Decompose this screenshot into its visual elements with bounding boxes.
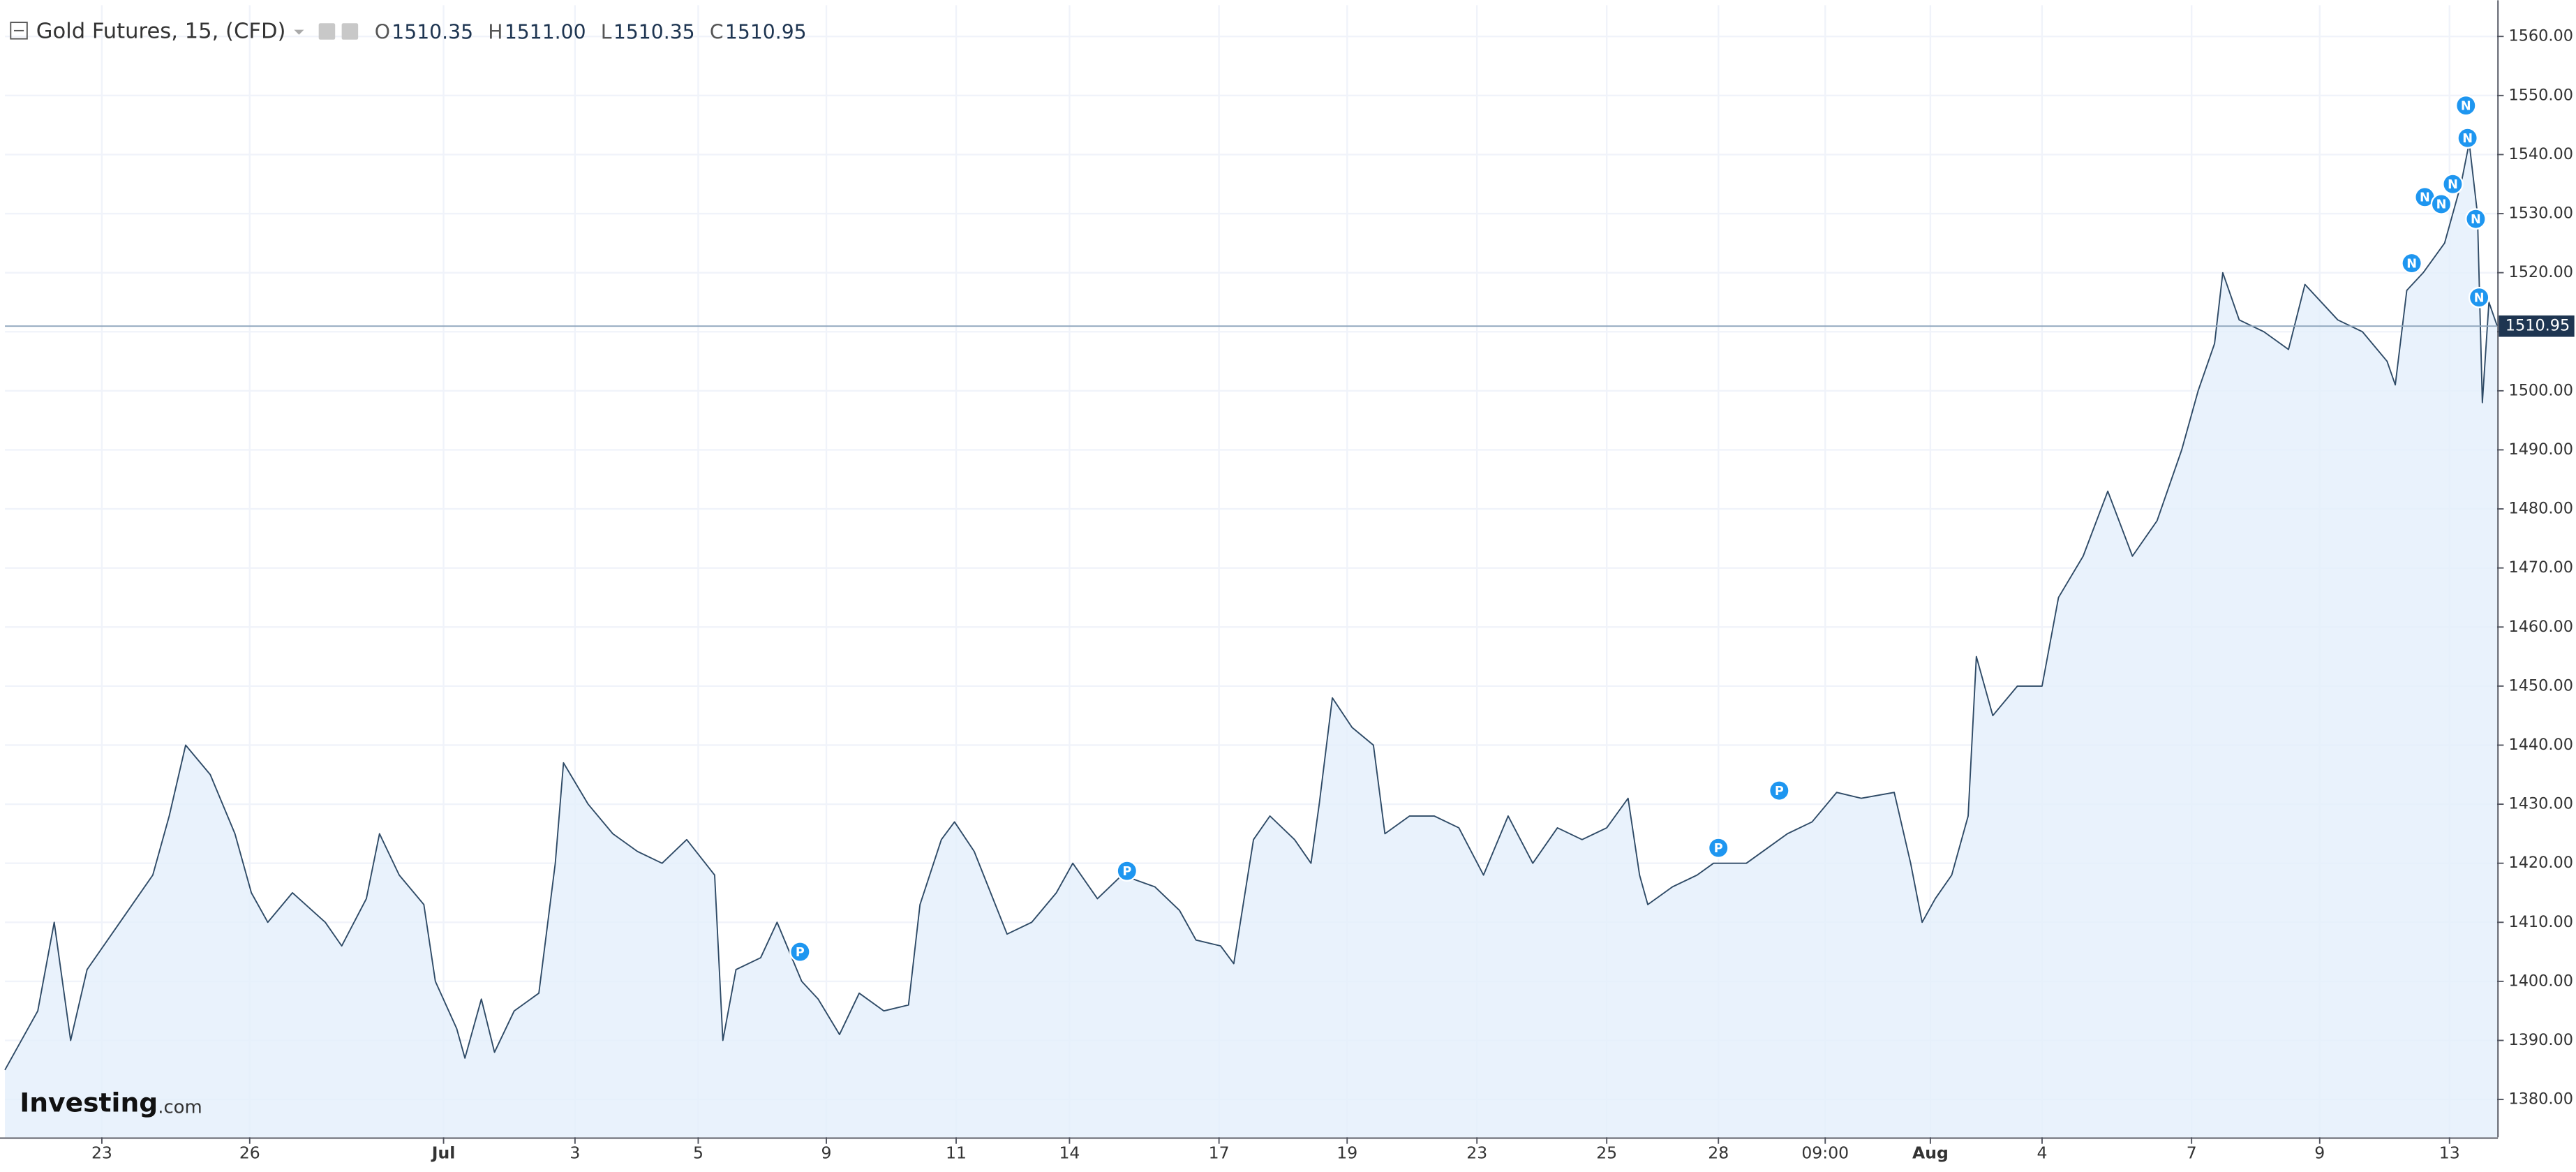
y-tick-label: 1560.00: [2508, 27, 2573, 45]
x-tick-label: 17: [1209, 1143, 1230, 1162]
y-tick-label: 1480.00: [2508, 500, 2573, 518]
x-tick-label: Aug: [1912, 1143, 1949, 1162]
y-tick-label: 1440.00: [2508, 736, 2573, 754]
y-tick-label: 1530.00: [2508, 205, 2573, 223]
ohlc-key: L: [601, 20, 612, 43]
y-tick-label: 1400.00: [2508, 972, 2573, 990]
settings-button[interactable]: [341, 23, 359, 40]
y-tick-label: 1420.00: [2508, 854, 2573, 872]
event-marker: [2468, 286, 2490, 309]
event-marker-label: N: [2462, 132, 2473, 146]
event-marker: [2430, 193, 2452, 215]
x-tick-label: 25: [1596, 1143, 1617, 1162]
last-price-tag: [2499, 315, 2575, 337]
ohlc-key: O: [375, 20, 390, 43]
event-marker: [2465, 208, 2487, 230]
event-marker-label: N: [2406, 257, 2417, 271]
watermark: Investing .com: [20, 1088, 202, 1118]
event-marker-label: P: [1122, 865, 1131, 879]
y-tick-label: 1450.00: [2508, 676, 2573, 695]
x-tick-label: 3: [569, 1143, 580, 1162]
y-tick-label: 1430.00: [2508, 795, 2573, 813]
event-marker-label: N: [2461, 99, 2471, 113]
y-tick-label: 1460.00: [2508, 618, 2573, 636]
x-tick-label: 09:00: [1801, 1143, 1849, 1162]
ohlc-value: 1510.35: [392, 20, 473, 43]
x-tick-label: 7: [2187, 1143, 2197, 1162]
ohlc-value: 1510.35: [613, 20, 695, 43]
y-tick-label: 1520.00: [2508, 263, 2573, 281]
x-tick-label: 9: [2314, 1143, 2325, 1162]
x-tick-label: 14: [1059, 1143, 1080, 1162]
ohlc-values: O 1510.35 H 1511.00 L 1510.35 C 1510.95: [375, 20, 807, 43]
visibility-button[interactable]: [318, 23, 336, 40]
x-tick-label: 23: [91, 1143, 112, 1162]
x-tick-label: 4: [2037, 1143, 2047, 1162]
event-marker: [2442, 173, 2464, 195]
ohlc-value: 1511.00: [505, 20, 586, 43]
event-marker-label: P: [1775, 785, 1784, 799]
event-marker: [2457, 127, 2478, 149]
area-fill: [5, 142, 2498, 1138]
y-tick-label: 1410.00: [2508, 913, 2573, 931]
ohlc-key: C: [710, 20, 724, 43]
event-marker-label: N: [2420, 191, 2430, 205]
x-tick-label: 28: [1708, 1143, 1729, 1162]
ohlc-value: 1510.95: [725, 20, 807, 43]
x-tick-label: 26: [239, 1143, 260, 1162]
event-marker-label: N: [2436, 198, 2447, 212]
event-marker: [1116, 860, 1138, 882]
legend-bar: Gold Futures, 15, (CFD) O 1510.35 H 1511.00…: [10, 20, 807, 44]
x-tick-label: 23: [1466, 1143, 1487, 1162]
y-tick-label: 1500.00: [2508, 381, 2573, 399]
event-marker-label: P: [1714, 842, 1723, 856]
last-price-label: 1510.95: [2506, 317, 2570, 335]
event-marker-label: N: [2448, 178, 2458, 192]
event-marker: [2455, 94, 2477, 117]
y-tick-label: 1380.00: [2508, 1090, 2573, 1108]
watermark-name: Investing: [20, 1088, 158, 1118]
x-tick-label: 9: [821, 1143, 832, 1162]
y-tick-label: 1550.00: [2508, 86, 2573, 104]
event-marker: [2401, 252, 2422, 274]
event-marker: [789, 941, 811, 963]
event-marker: [1769, 780, 1790, 801]
ohlc-key: H: [488, 20, 502, 43]
x-tick-label: 11: [946, 1143, 967, 1162]
event-marker-label: N: [2471, 213, 2481, 227]
watermark-suffix: .com: [158, 1097, 202, 1118]
symbol-title: Gold Futures, 15, (CFD): [36, 20, 286, 44]
y-tick-label: 1470.00: [2508, 558, 2573, 577]
event-marker-label: P: [796, 946, 805, 960]
event-marker-label: N: [2474, 291, 2485, 305]
y-tick-label: 1390.00: [2508, 1031, 2573, 1049]
event-marker: [1707, 837, 1729, 859]
x-tick-label: Jul: [431, 1143, 456, 1162]
x-tick-label: 19: [1337, 1143, 1357, 1162]
y-tick-label: 1540.00: [2508, 145, 2573, 163]
y-tick-label: 1490.00: [2508, 440, 2573, 459]
collapse-button[interactable]: [10, 22, 28, 40]
dropdown-icon[interactable]: [294, 29, 304, 35]
x-tick-label: 5: [693, 1143, 703, 1162]
price-line: [4, 142, 2498, 1071]
x-tick-label: 13: [2439, 1143, 2460, 1162]
